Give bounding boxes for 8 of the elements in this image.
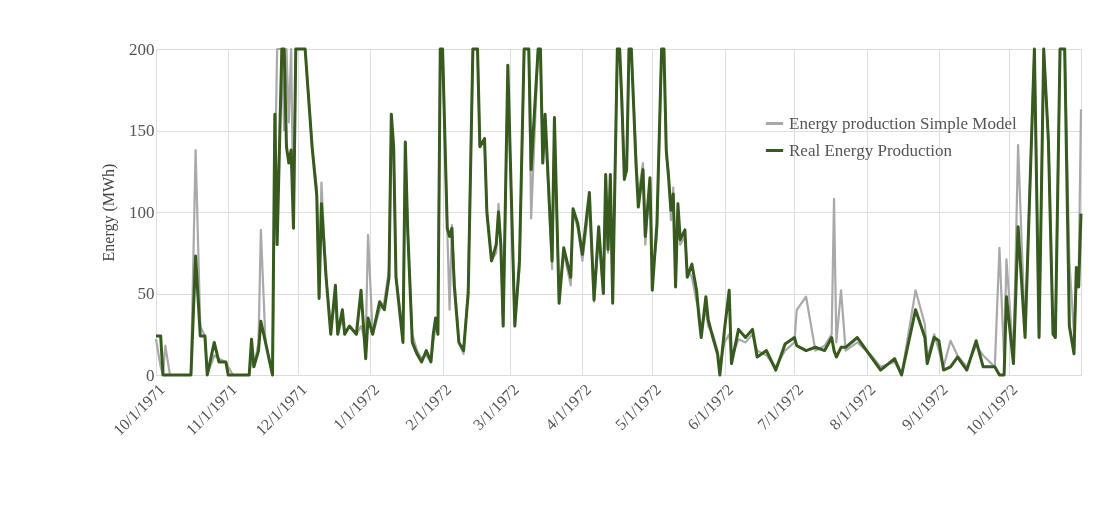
y-axis-title: Energy (MWh) — [100, 163, 118, 262]
y-tick-label: 200 — [129, 39, 155, 59]
y-tick-label: 100 — [129, 202, 155, 222]
legend-label: Real Energy Production — [789, 140, 953, 160]
legend-label: Energy production Simple Model — [789, 113, 1018, 133]
y-tick-label: 50 — [137, 284, 155, 303]
y-tick-label: 150 — [129, 121, 155, 140]
y-tick-label: 0 — [146, 365, 155, 385]
